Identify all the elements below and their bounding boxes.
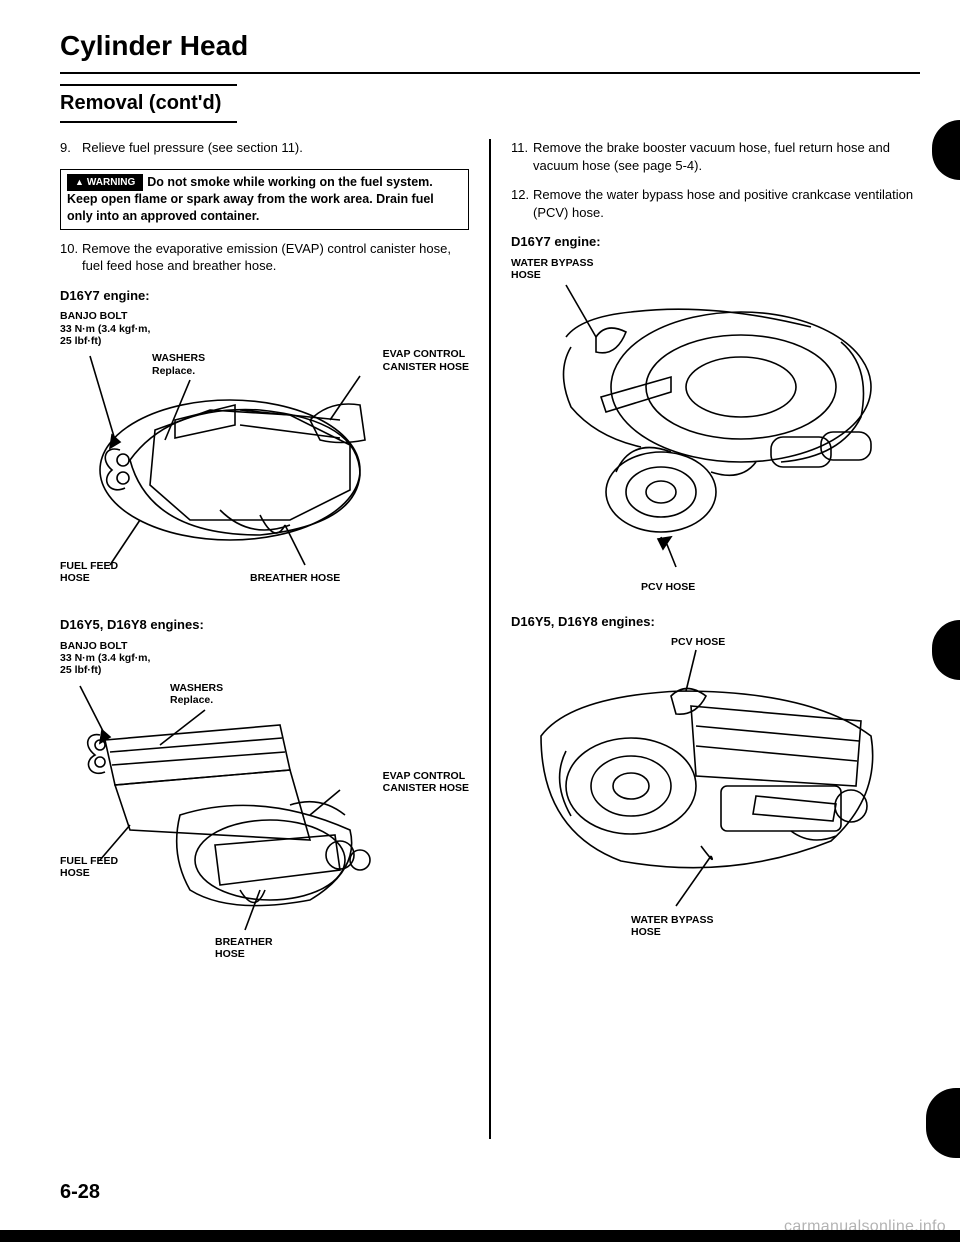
engine-diagram-icon [60, 310, 430, 600]
subtitle-box: Removal (cont'd) [60, 84, 237, 123]
page-number: 6-28 [60, 1181, 100, 1204]
step-number: 10. [60, 240, 82, 275]
engine-label-d16y5-y8: D16Y5, D16Y8 engines: [511, 613, 920, 631]
callout-pcv-hose: PCV HOSE [671, 636, 725, 648]
callout-breather: BREATHER HOSE [250, 572, 340, 584]
figure-d16y5-y8-left: BANJO BOLT 33 N·m (3.4 kgf·m, 25 lbf·ft)… [60, 640, 469, 960]
callout-evap-hose: EVAP CONTROL CANISTER HOSE [383, 348, 469, 372]
engine-label-d16y7: D16Y7 engine: [60, 287, 469, 305]
engine-diagram-icon [60, 640, 430, 960]
callout-breather: BREATHER HOSE [215, 936, 273, 960]
figure-d16y7-right: WATER BYPASS HOSE PCV HOSE [511, 257, 920, 597]
page-title: Cylinder Head [60, 30, 920, 62]
watermark: carmanualsonline.info [784, 1218, 946, 1236]
engine-label-d16y7: D16Y7 engine: [511, 233, 920, 251]
callout-banjo-bolt: BANJO BOLT 33 N·m (3.4 kgf·m, 25 lbf·ft) [60, 310, 150, 346]
callout-washers: WASHERS Replace. [170, 682, 223, 706]
figure-d16y5-y8-right: PCV HOSE WATER BYPASS HOSE [511, 636, 920, 946]
warning-box: WARNINGDo not smoke while working on the… [60, 169, 469, 230]
step-text: Remove the brake booster vacuum hose, fu… [533, 139, 920, 174]
callout-water-bypass: WATER BYPASS HOSE [631, 914, 713, 938]
step-text: Remove the water bypass hose and positiv… [533, 186, 920, 221]
callout-evap-hose: EVAP CONTROL CANISTER HOSE [383, 770, 469, 794]
callout-pcv-hose: PCV HOSE [641, 581, 695, 593]
right-column: 11. Remove the brake booster vacuum hose… [511, 139, 920, 1139]
step-text: Relieve fuel pressure (see section 11). [82, 139, 469, 157]
callout-fuel-feed: FUEL FEED HOSE [60, 560, 118, 584]
engine-label-d16y5-y8: D16Y5, D16Y8 engines: [60, 616, 469, 634]
column-divider [489, 139, 491, 1139]
rule [60, 72, 920, 74]
step-number: 9. [60, 139, 82, 157]
step-text: Remove the evaporative emission (EVAP) c… [82, 240, 469, 275]
subtitle: Removal (cont'd) [60, 92, 221, 114]
engine-diagram-icon [511, 257, 891, 597]
callout-washers: WASHERS Replace. [152, 352, 205, 376]
callout-banjo-bolt: BANJO BOLT 33 N·m (3.4 kgf·m, 25 lbf·ft) [60, 640, 150, 676]
warning-icon: WARNING [67, 174, 143, 192]
step-12: 12. Remove the water bypass hose and pos… [511, 186, 920, 221]
step-9: 9. Relieve fuel pressure (see section 11… [60, 139, 469, 157]
step-10: 10. Remove the evaporative emission (EVA… [60, 240, 469, 275]
callout-fuel-feed: FUEL FEED HOSE [60, 855, 118, 879]
callout-water-bypass: WATER BYPASS HOSE [511, 257, 593, 281]
left-column: 9. Relieve fuel pressure (see section 11… [60, 139, 469, 1139]
step-number: 12. [511, 186, 533, 221]
figure-d16y7-left: BANJO BOLT 33 N·m (3.4 kgf·m, 25 lbf·ft)… [60, 310, 469, 600]
step-11: 11. Remove the brake booster vacuum hose… [511, 139, 920, 174]
step-number: 11. [511, 139, 533, 174]
engine-diagram-icon [511, 636, 891, 946]
